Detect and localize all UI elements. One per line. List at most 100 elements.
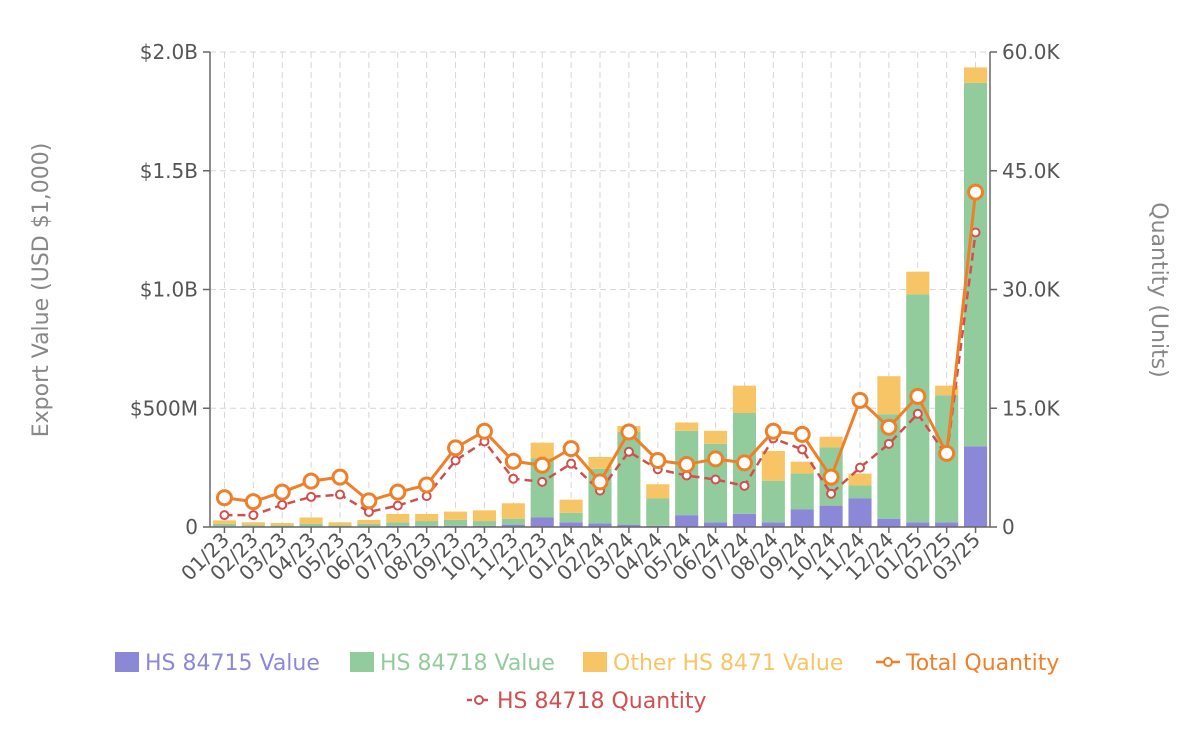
bar-other-hs-8471-value-17 <box>704 430 728 444</box>
bar-hs-84715-value-16 <box>675 515 699 527</box>
bar-hs-84718-value-22 <box>848 485 872 499</box>
point-total-quantity-18 <box>735 454 753 472</box>
point-total-quantity-5 <box>360 492 378 510</box>
point-hs-84718-quantity-10 <box>508 473 519 484</box>
bar-other-hs-8471-value-23 <box>877 376 901 415</box>
point-total-quantity-14 <box>620 423 638 441</box>
point-total-quantity-15 <box>649 452 667 469</box>
right-tick-label-0: 0 <box>1002 515 1015 539</box>
left-tick-label-2: $1.0B <box>140 278 198 302</box>
point-hs-84718-quantity-21 <box>826 488 837 499</box>
right-tick-label-2: 30.0K <box>1002 278 1061 302</box>
legend: HS 84715 Value HS 84718 Value Other HS 847… <box>115 651 1059 714</box>
point-hs-84718-quantity-20 <box>797 444 808 455</box>
bar-hs-84718-value-12 <box>559 512 583 523</box>
bar-hs-84715-value-23 <box>877 518 901 527</box>
bar-hs-84718-value-6 <box>386 522 410 526</box>
bar-other-hs-8471-value-1 <box>241 522 265 526</box>
bar-hs-84718-value-7 <box>415 521 439 526</box>
point-total-quantity-8 <box>447 439 465 457</box>
bar-other-hs-8471-value-25 <box>935 385 959 396</box>
point-total-quantity-10 <box>504 452 522 470</box>
bar-other-hs-8471-value-16 <box>675 422 699 431</box>
bar-hs-84715-value-26 <box>964 446 988 527</box>
bar-hs-84718-value-1 <box>241 525 265 527</box>
point-total-quantity-23 <box>880 418 898 436</box>
bar-other-hs-8471-value-19 <box>761 451 785 481</box>
point-hs-84718-quantity-14 <box>623 446 634 457</box>
bar-hs-84715-value-19 <box>761 522 785 527</box>
point-total-quantity-25 <box>938 444 956 462</box>
bar-hs-84718-value-20 <box>790 473 814 510</box>
point-hs-84718-quantity-1 <box>248 510 259 521</box>
bar-other-hs-8471-value-9 <box>472 510 496 522</box>
point-total-quantity-26 <box>967 183 985 201</box>
point-total-quantity-1 <box>244 493 262 511</box>
point-hs-84718-quantity-0 <box>219 510 230 521</box>
bar-other-hs-8471-value-6 <box>386 513 410 523</box>
point-total-quantity-12 <box>562 440 580 458</box>
point-total-quantity-11 <box>533 456 551 474</box>
left-tick-label-4: $2.0B <box>140 40 198 64</box>
bar-hs-84715-value-17 <box>704 522 728 527</box>
legend-marker-total-quantity <box>883 657 893 667</box>
bar-hs-84718-value-2 <box>270 525 294 527</box>
bar-hs-84718-value-9 <box>472 521 496 526</box>
legend-swatch-hs-84718-value <box>350 652 374 672</box>
bar-hs-84718-value-26 <box>964 82 988 447</box>
bar-other-hs-8471-value-0 <box>212 520 236 524</box>
point-hs-84718-quantity-12 <box>566 458 577 469</box>
bar-other-hs-8471-value-13 <box>588 456 612 469</box>
bar-hs-84715-value-24 <box>906 522 930 527</box>
bar-other-hs-8471-value-2 <box>270 522 294 526</box>
bar-hs-84718-value-11 <box>530 458 554 518</box>
bar-hs-84715-value-10 <box>501 524 525 527</box>
bar-hs-84718-value-3 <box>299 523 323 527</box>
point-total-quantity-19 <box>764 422 782 440</box>
bar-other-hs-8471-value-8 <box>444 511 468 520</box>
bar-hs-84718-value-4 <box>328 525 352 527</box>
bar-other-hs-8471-value-11 <box>530 442 554 459</box>
point-total-quantity-4 <box>331 468 349 486</box>
bar-other-hs-8471-value-24 <box>906 271 930 295</box>
bar-other-hs-8471-value-5 <box>357 519 381 524</box>
bar-other-hs-8471-value-7 <box>415 513 439 522</box>
bar-other-hs-8471-value-3 <box>299 517 323 524</box>
bar-other-hs-8471-value-15 <box>646 484 670 499</box>
bar-hs-84718-value-23 <box>877 414 901 519</box>
line-series-group <box>215 183 985 521</box>
point-hs-84718-quantity-22 <box>855 462 865 473</box>
bar-hs-84718-value-0 <box>212 523 236 527</box>
legend-swatch-hs-84715-value <box>115 652 139 672</box>
bar-other-hs-8471-value-4 <box>328 522 352 526</box>
right-axis-title: Quantity (Units) <box>1146 202 1171 377</box>
bar-other-hs-8471-value-22 <box>848 473 872 486</box>
bar-hs-84718-value-24 <box>906 294 930 523</box>
point-hs-84718-quantity-11 <box>537 476 548 487</box>
bar-hs-84715-value-11 <box>530 517 554 527</box>
bar-other-hs-8471-value-12 <box>559 499 583 513</box>
point-total-quantity-24 <box>909 387 927 405</box>
bar-other-hs-8471-value-20 <box>790 461 814 474</box>
point-total-quantity-0 <box>215 489 233 507</box>
point-hs-84718-quantity-4 <box>335 489 345 500</box>
right-tick-labels: 0 15.0K 30.0K 45.0K 60.0K <box>990 40 1061 539</box>
bar-hs-84718-value-5 <box>357 523 381 527</box>
bar-other-hs-8471-value-21 <box>819 436 843 448</box>
left-tick-label-3: $1.5B <box>140 159 198 183</box>
bar-hs-84715-value-14 <box>617 524 641 527</box>
point-hs-84718-quantity-2 <box>277 499 288 510</box>
point-total-quantity-16 <box>678 455 696 473</box>
bar-other-hs-8471-value-26 <box>964 67 988 83</box>
point-total-quantity-20 <box>793 425 811 443</box>
bar-hs-84715-value-25 <box>935 522 959 527</box>
bar-hs-84718-value-8 <box>444 519 468 526</box>
left-tick-label-0: 0 <box>185 515 198 539</box>
legend-label-total-quantity: Total Quantity <box>905 651 1059 676</box>
bar-hs-84715-value-20 <box>790 509 814 527</box>
point-hs-84718-quantity-18 <box>739 480 750 491</box>
right-tick-label-1: 15.0K <box>1002 396 1061 420</box>
point-total-quantity-2 <box>273 483 291 501</box>
point-total-quantity-21 <box>822 468 840 486</box>
